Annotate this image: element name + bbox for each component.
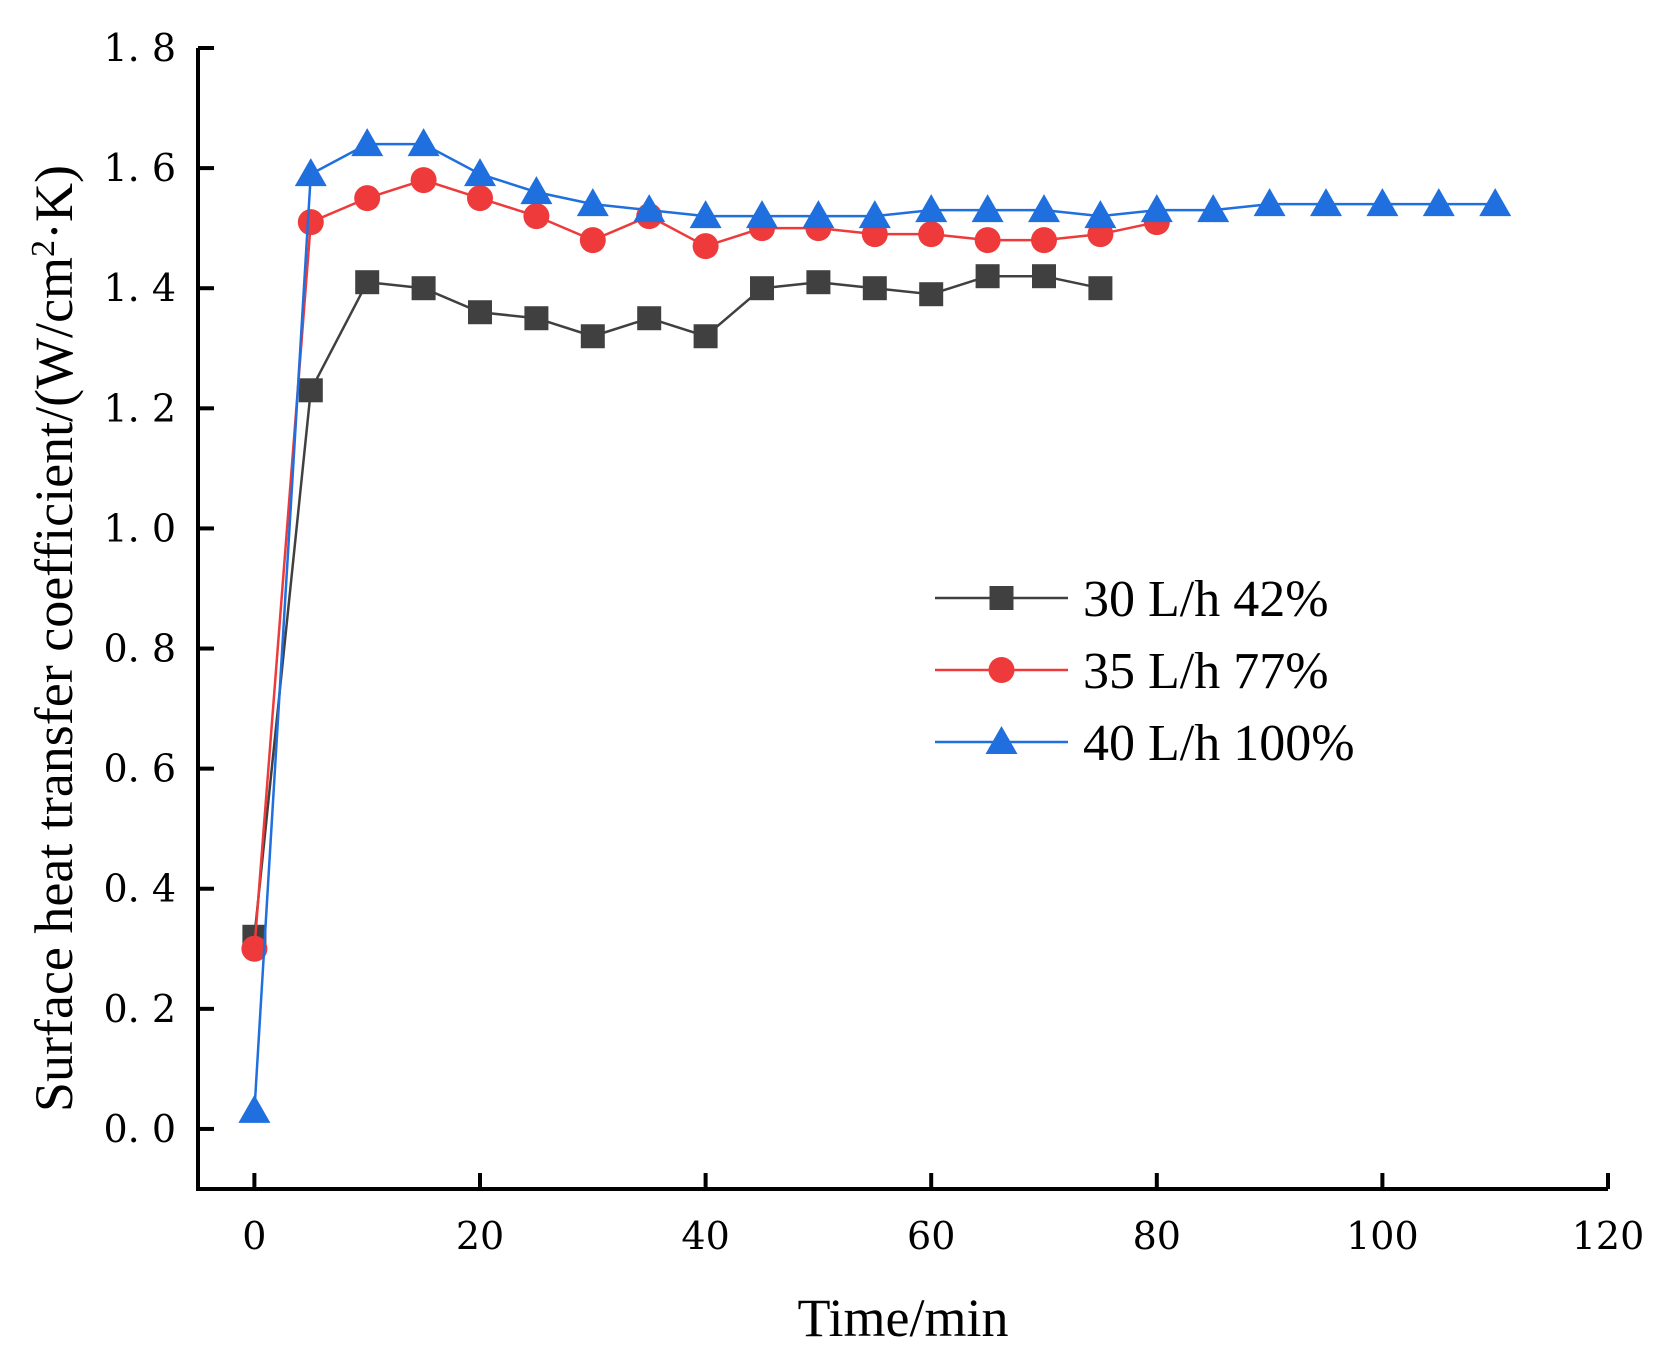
series-3 — [238, 128, 1512, 1123]
series-2-point — [297, 209, 324, 236]
series-2-point — [974, 227, 1001, 254]
series-1-point — [298, 378, 323, 403]
series-1-point — [919, 282, 944, 307]
series-3-point — [1197, 194, 1230, 223]
series-3-point — [1479, 188, 1512, 217]
y-axis-title-suffix: ·K) — [24, 165, 84, 240]
series-3-point — [746, 200, 778, 229]
x-tick-label: 80 — [1133, 1214, 1181, 1258]
series-1-line — [253, 274, 1101, 937]
y-axis-title-main: Surface heat transfer coefficient/(W/cm — [24, 257, 84, 1112]
series-1-point — [580, 324, 605, 349]
legend-item-1: 30 L/h 42% — [935, 571, 1329, 628]
y-tick-label: 0. 8 — [103, 627, 176, 671]
legend: 30 L/h 42% 35 L/h 77% 40 L/h 100% — [935, 571, 1355, 772]
series-layer — [238, 128, 1512, 1123]
series-3-point — [576, 188, 609, 217]
x-tick-label: 100 — [1346, 1214, 1419, 1258]
series-3-point — [351, 128, 384, 157]
series-2-point — [354, 185, 381, 212]
legend-label: 30 L/h 42% — [1083, 571, 1329, 628]
y-tick-label: 0. 2 — [103, 987, 176, 1031]
series-3-point — [464, 158, 496, 187]
series-1-point — [468, 300, 492, 325]
series-3-point — [1310, 188, 1342, 217]
series-1-point — [637, 306, 662, 331]
y-tick-label: 0. 4 — [103, 867, 176, 911]
series-2-point — [918, 221, 945, 248]
legend-label: 40 L/h 100% — [1083, 715, 1355, 772]
y-axis-title: Surface heat transfer coefficient/(W/cm2… — [24, 165, 84, 1112]
legend-item-2: 35 L/h 77% — [935, 643, 1329, 700]
x-tick-label: 20 — [456, 1214, 504, 1258]
y-tick-label: 1. 8 — [103, 26, 176, 70]
series-1-point — [1032, 264, 1056, 289]
legend-marker — [989, 586, 1014, 610]
series-3-point — [407, 128, 440, 157]
y-tick-label: 1. 0 — [103, 506, 176, 550]
series-3-point — [915, 194, 948, 223]
series-1-point — [524, 306, 549, 331]
series-3-point — [689, 200, 722, 229]
series-3-point — [633, 194, 666, 223]
legend-label: 35 L/h 77% — [1083, 643, 1329, 700]
series-1-point — [355, 270, 380, 295]
series-3-point — [238, 1094, 271, 1123]
series-3-point — [971, 194, 1004, 223]
series-2-point — [410, 167, 437, 194]
y-tick-label: 1. 6 — [103, 146, 176, 190]
axes-layer — [196, 48, 1608, 1191]
series-3-point — [1028, 194, 1060, 223]
series-2-point — [241, 935, 268, 962]
series-2-point — [1031, 227, 1057, 254]
x-axis-title: Time/min — [797, 1288, 1008, 1348]
series-3-point — [1366, 188, 1399, 217]
series-2-line — [253, 178, 1158, 949]
series-3-point — [1084, 200, 1117, 229]
series-1-point — [1088, 276, 1113, 301]
series-2-point — [523, 203, 550, 230]
series-1-point — [750, 276, 774, 301]
y-tick-label: 1. 4 — [103, 266, 176, 310]
series-3-point — [520, 176, 553, 205]
legend-marker — [985, 726, 1018, 754]
series-3-point — [858, 200, 891, 229]
series-2-point — [579, 227, 606, 254]
series-1-point — [806, 270, 831, 295]
ticks-layer: 0 20 40 60 80 100 120 0. 0 0. 2 0. 4 0. 6 0. 8 1. 0 1… — [103, 26, 1644, 1258]
legend-item-3: 40 L/h 100% — [935, 715, 1355, 772]
series-2-point — [692, 233, 719, 260]
series-3-point — [802, 200, 835, 229]
x-tick-label: 40 — [681, 1214, 729, 1258]
y-tick-label: 0. 6 — [103, 747, 176, 791]
series-1-point — [862, 276, 887, 301]
legend-marker — [988, 657, 1015, 683]
series-3-point — [294, 158, 327, 187]
series-3-point — [1253, 188, 1286, 217]
series-1-point — [975, 264, 1000, 289]
y-tick-label: 0. 0 — [103, 1107, 176, 1151]
series-1-point — [693, 324, 718, 349]
x-tick-label: 120 — [1572, 1214, 1645, 1258]
series-1 — [242, 264, 1113, 949]
series-2-point — [467, 185, 493, 212]
x-tick-label: 0 — [242, 1214, 266, 1258]
y-tick-label: 1. 2 — [103, 386, 176, 430]
y-axis-title-superscript: 2 — [25, 240, 62, 257]
series-1-point — [411, 276, 436, 301]
series-2 — [241, 167, 1170, 962]
x-tick-label: 60 — [907, 1214, 955, 1258]
series-3-point — [1140, 194, 1173, 223]
series-3-point — [1422, 188, 1455, 217]
